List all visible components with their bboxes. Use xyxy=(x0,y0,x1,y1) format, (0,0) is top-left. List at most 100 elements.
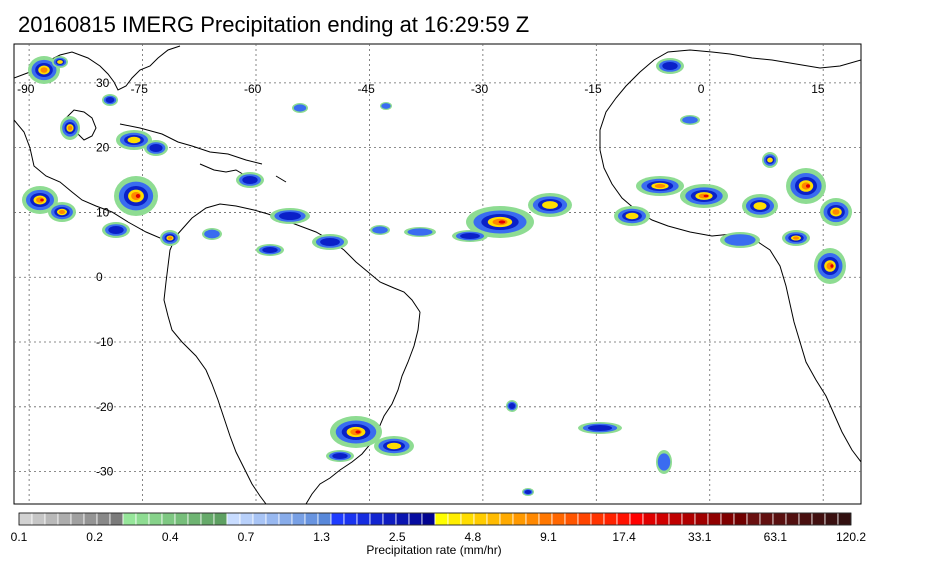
precip-cell xyxy=(293,104,307,112)
colorbar-swatch xyxy=(291,512,306,526)
colorbar-swatch xyxy=(434,512,449,526)
colorbar-swatch xyxy=(174,512,189,526)
colorbar-swatch xyxy=(798,512,813,526)
colorbar-tick-label: 9.1 xyxy=(540,530,557,544)
colorbar-swatch xyxy=(252,512,267,526)
longitude-label: 15 xyxy=(811,82,825,96)
precip-cell xyxy=(703,194,709,198)
precip-cell xyxy=(407,228,433,236)
colorbar-swatch xyxy=(499,512,514,526)
longitude-label: -45 xyxy=(357,82,375,96)
precip-cell xyxy=(832,209,840,215)
precip-cell xyxy=(806,184,810,188)
precip-cell xyxy=(386,442,402,450)
colorbar-swatch xyxy=(161,512,176,526)
precip-cell xyxy=(40,67,48,73)
colorbar-swatch xyxy=(109,512,124,526)
colorbar-swatch xyxy=(824,512,839,526)
colorbar-swatch xyxy=(213,512,228,526)
colorbar-tick-label: 0.7 xyxy=(237,530,255,544)
colorbar-tick-label: 0.2 xyxy=(86,530,103,544)
precip-cell xyxy=(654,184,666,188)
precip-cell xyxy=(753,202,767,210)
colorbar-swatch xyxy=(44,512,59,526)
precip-cell xyxy=(279,212,301,220)
precip-cell xyxy=(826,262,834,270)
colorbar-swatch xyxy=(655,512,670,526)
colorbar-swatch xyxy=(512,512,527,526)
colorbar-swatch xyxy=(447,512,462,526)
precip-cell xyxy=(724,234,756,246)
colorbar-swatch xyxy=(746,512,761,526)
longitude-label: -75 xyxy=(131,82,149,96)
precip-cell xyxy=(149,144,163,152)
precip-cell xyxy=(67,125,73,131)
colorbar-tick-label: 0.4 xyxy=(161,530,179,544)
colorbar-swatch xyxy=(577,512,592,526)
colorbar-swatch xyxy=(629,512,644,526)
colorbar-swatch xyxy=(408,512,423,526)
colorbar-swatch xyxy=(616,512,631,526)
colorbar-swatch xyxy=(707,512,722,526)
colorbar-swatch xyxy=(525,512,540,526)
precip-cell xyxy=(108,226,124,234)
latitude-label: -30 xyxy=(96,465,114,479)
colorbar-swatch xyxy=(304,512,319,526)
longitude-label: -90 xyxy=(17,82,35,96)
colorbar-swatch xyxy=(759,512,774,526)
precip-cell xyxy=(792,236,800,240)
colorbar-swatch xyxy=(148,512,163,526)
colorbar-tick-label: 120.2 xyxy=(835,530,867,544)
precip-cell xyxy=(204,229,220,239)
latitude-label: 10 xyxy=(96,205,110,219)
precip-cell xyxy=(167,236,173,240)
precip-cell xyxy=(542,201,558,209)
colorbar-swatch xyxy=(460,512,475,526)
colorbar-swatch xyxy=(811,512,826,526)
latitude-label: 20 xyxy=(96,141,110,155)
colorbar-tick-label: 1.3 xyxy=(313,530,330,544)
precip-cell xyxy=(320,238,340,246)
colorbar-swatches xyxy=(18,512,852,526)
precip-cell xyxy=(498,220,506,224)
latitude-label: 0 xyxy=(96,270,103,284)
colorbar-swatch xyxy=(421,512,436,526)
colorbar-tick-label: 33.1 xyxy=(688,530,712,544)
longitude-label: -15 xyxy=(584,82,602,96)
colorbar-outline xyxy=(18,512,852,526)
latitude-label: 30 xyxy=(96,76,110,90)
precip-cell xyxy=(127,136,141,144)
longitude-label: 0 xyxy=(698,82,705,96)
precip-cell xyxy=(242,176,258,184)
precip-cell xyxy=(830,264,834,268)
colorbar-swatch xyxy=(18,512,33,526)
colorbar-swatch xyxy=(395,512,410,526)
colorbar-swatch xyxy=(278,512,293,526)
colorbar-tick-label: 17.4 xyxy=(612,530,636,544)
colorbar-swatch xyxy=(473,512,488,526)
colorbar-swatch xyxy=(785,512,800,526)
precip-cell xyxy=(508,403,516,409)
precip-cell xyxy=(332,453,348,459)
latitude-label: -20 xyxy=(96,400,114,414)
colorbar-swatch xyxy=(772,512,787,526)
precip-cell xyxy=(135,194,141,198)
colorbar-swatch xyxy=(733,512,748,526)
colorbar-swatch xyxy=(96,512,111,526)
colorbar-swatch xyxy=(564,512,579,526)
map-frame xyxy=(13,43,862,505)
colorbar-swatch xyxy=(720,512,735,526)
precip-cell xyxy=(57,60,63,64)
colorbar-swatch xyxy=(330,512,345,526)
precip-cell xyxy=(262,247,278,253)
colorbar-tick-label: 63.1 xyxy=(763,530,788,544)
precip-cell xyxy=(460,233,480,239)
colorbar-swatch xyxy=(317,512,332,526)
colorbar-swatch xyxy=(31,512,46,526)
colorbar-label: Precipitation rate (mm/hr) xyxy=(366,543,502,557)
colorbar-swatch xyxy=(603,512,618,526)
precipitation-field xyxy=(22,56,852,496)
colorbar-swatch xyxy=(538,512,553,526)
colorbar-swatch xyxy=(681,512,696,526)
